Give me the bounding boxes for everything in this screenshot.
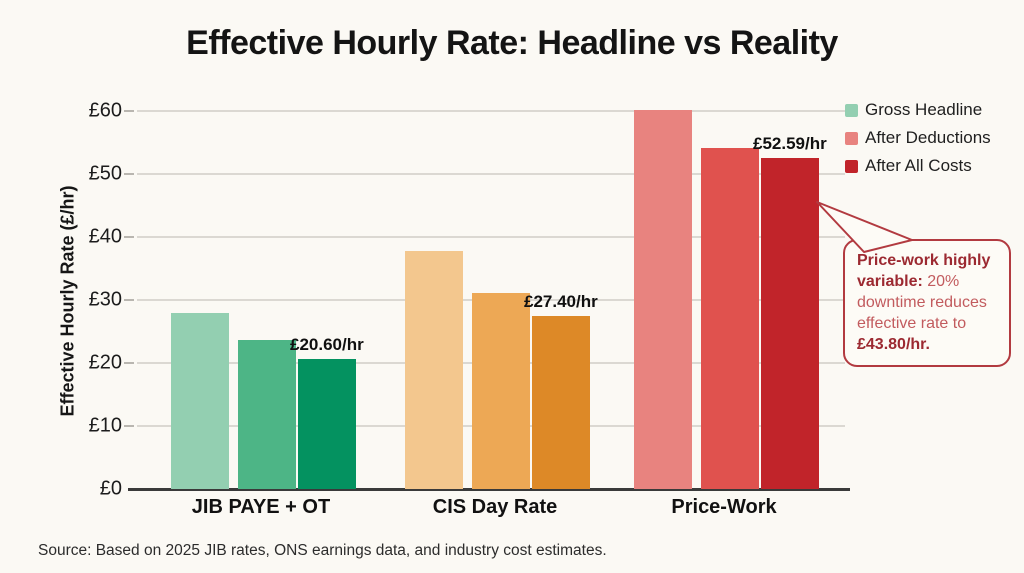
ytick-label-10: £10 [88, 414, 122, 437]
ytick-mark-60 [124, 110, 134, 112]
x-category-label-price-work: Price-Work [671, 496, 777, 518]
legend-label: After All Costs [865, 156, 972, 175]
legend-item-gross-headline: Gross Headline [845, 100, 991, 120]
ytick-mark-50 [124, 173, 134, 175]
bar-value-label-cis-day-rate: £27.40/hr [524, 292, 598, 312]
legend-swatch-icon [845, 103, 858, 117]
ytick-label-0: £0 [99, 477, 122, 500]
legend-label: Gross Headline [865, 100, 983, 119]
bar-jib-paye-ot-after-all-costs [298, 359, 356, 489]
legend-label: After Deductions [865, 128, 991, 147]
annotation-bold-lead: Price-work highly variable: [857, 252, 991, 290]
bar-value-label-jib-paye-ot: £20.60/hr [290, 335, 364, 355]
legend: Gross Headline After Deductions After All … [845, 100, 991, 176]
ytick-mark-10 [124, 425, 134, 427]
bar-price-work-gross-headline [634, 109, 692, 489]
bar-price-work-after-deductions [701, 147, 759, 489]
legend-item-after-deductions: After Deductions [845, 128, 991, 148]
x-axis-line [128, 488, 850, 491]
bar-price-work-after-all-costs [761, 157, 819, 489]
chart-title: Effective Hourly Rate: Headline vs Reali… [186, 24, 838, 62]
bar-jib-paye-ot-gross-headline [171, 312, 229, 489]
legend-swatch-icon [845, 159, 858, 173]
legend-swatch-icon [845, 131, 858, 145]
bar-value-label-price-work: £52.59/hr [753, 133, 827, 153]
gridline-40 [137, 236, 845, 238]
ytick-label-30: £30 [88, 288, 122, 311]
ytick-label-50: £50 [88, 162, 122, 185]
ytick-label-60: £60 [88, 99, 122, 122]
ytick-mark-20 [124, 362, 134, 364]
bar-cis-day-rate-gross-headline [405, 251, 463, 489]
gridline-60 [137, 110, 845, 112]
annotation-body-text: 20% downtime reduces effective rate to [857, 273, 987, 332]
ytick-mark-40 [124, 236, 134, 238]
bar-cis-day-rate-after-all-costs [532, 316, 590, 489]
ytick-mark-30 [124, 299, 134, 301]
ytick-label-20: £20 [88, 351, 122, 374]
gridline-50 [137, 173, 845, 175]
legend-item-after-all-costs: After All Costs [845, 156, 991, 176]
annotation-callout: Price-work highly variable: 20% downtime… [843, 239, 1011, 367]
x-category-label-jib-paye-ot: JIB PAYE + OT [191, 496, 331, 518]
x-category-label-cis-day-rate: CIS Day Rate [432, 496, 558, 518]
bar-cis-day-rate-after-deductions [472, 293, 530, 489]
bar-jib-paye-ot-after-deductions [238, 339, 296, 489]
ytick-label-40: £40 [88, 225, 122, 248]
source-note: Source: Based on 2025 JIB rates, ONS ear… [38, 542, 607, 559]
annotation-bold-value: £43.80/hr. [857, 336, 930, 353]
